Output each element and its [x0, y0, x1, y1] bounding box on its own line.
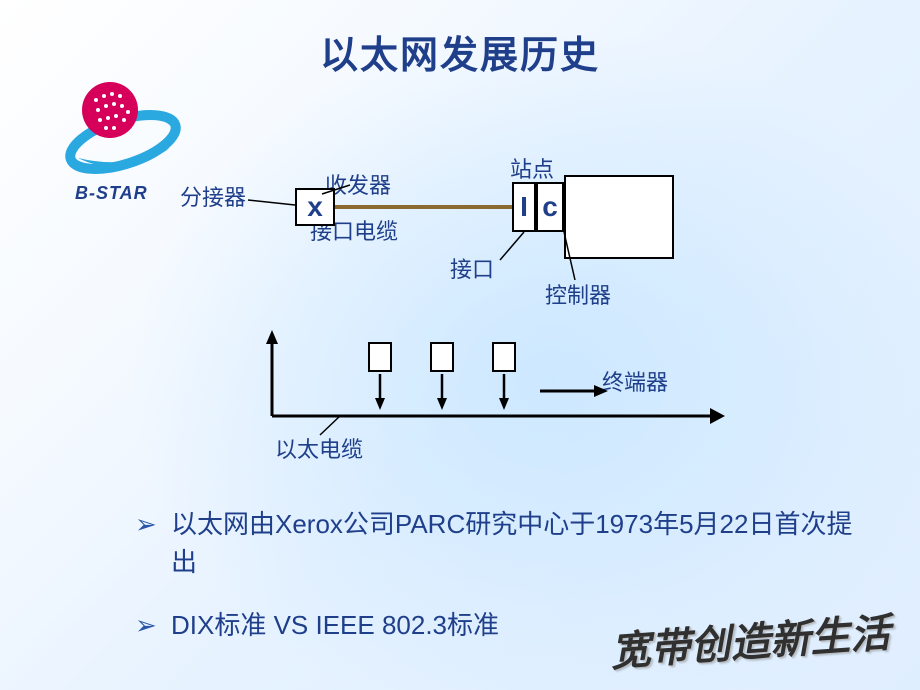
ethernet-diagram: 分接器 收发器 站点 接口电缆 接口 控制器 终端器 以太电缆 x I c [170, 150, 730, 470]
interface-cable-line [170, 150, 730, 470]
small-rect [430, 342, 454, 372]
small-rect [492, 342, 516, 372]
bstar-logo [58, 70, 188, 200]
list-item: 以太网由Xerox公司PARC研究中心于1973年5月22日首次提出 [135, 506, 875, 581]
bstar-logo-text: B-STAR [75, 183, 148, 204]
small-rect [368, 342, 392, 372]
